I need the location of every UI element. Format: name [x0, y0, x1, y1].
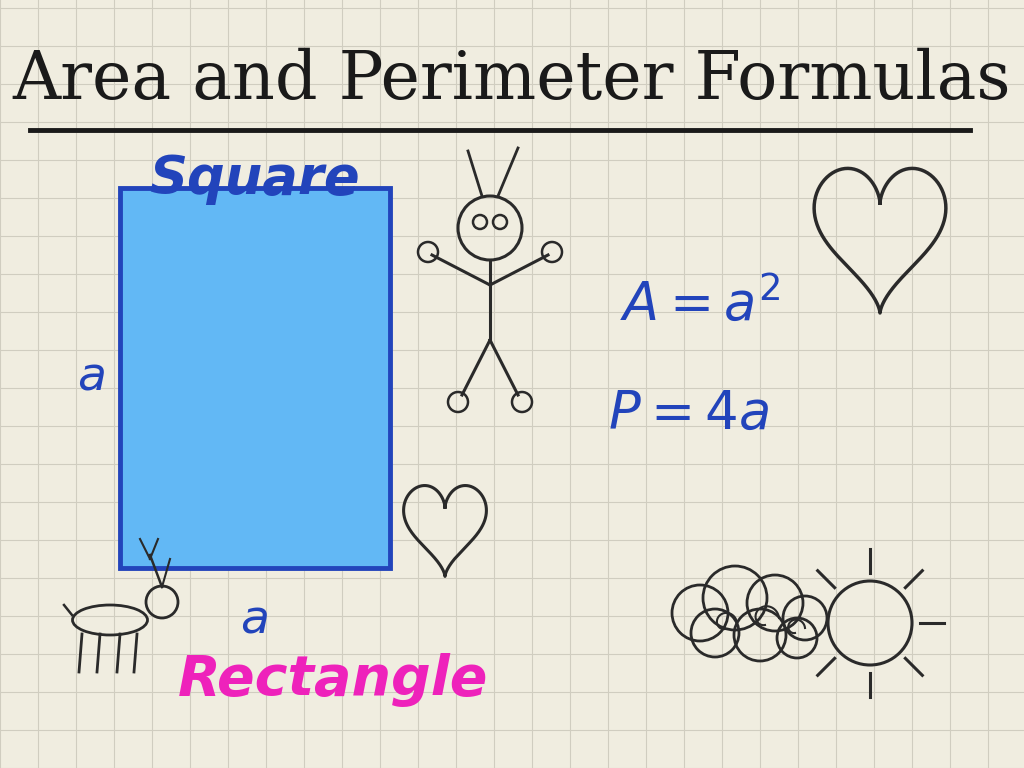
Text: a: a — [241, 598, 269, 643]
Text: $A = a^2$: $A = a^2$ — [620, 278, 780, 330]
Text: $P = 4a$: $P = 4a$ — [608, 388, 769, 440]
Text: Rectangle: Rectangle — [178, 653, 488, 707]
Text: a: a — [78, 356, 106, 400]
Bar — [120, 188, 390, 568]
Text: Square: Square — [150, 153, 360, 205]
Text: Area and Perimeter Formulas: Area and Perimeter Formulas — [12, 48, 1012, 113]
